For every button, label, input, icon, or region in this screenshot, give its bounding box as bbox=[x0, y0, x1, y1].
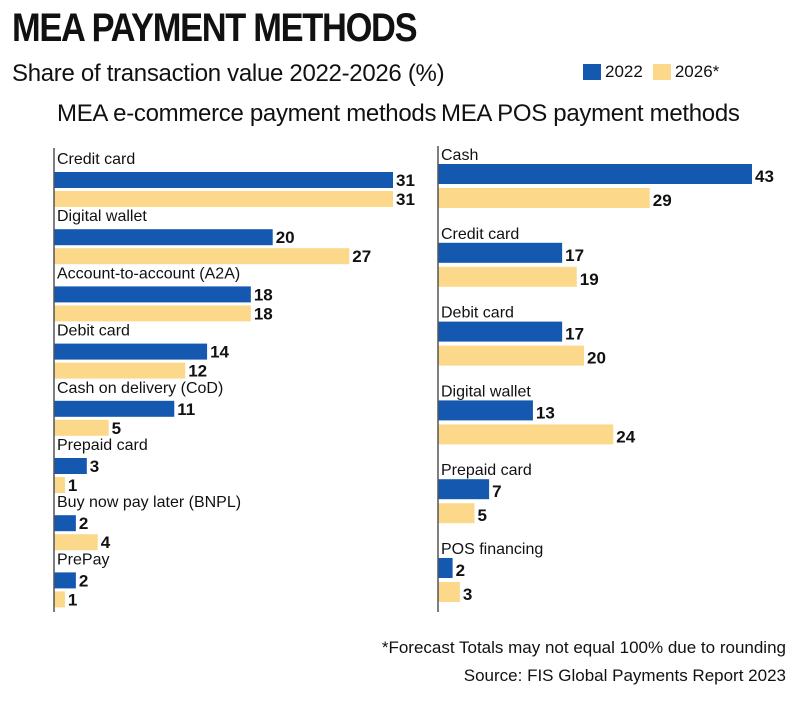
ecom-bar-prepaid-card-2022 bbox=[54, 458, 87, 474]
ecom-category-label-credit-card: Credit card bbox=[57, 151, 135, 168]
pos-bar-debit-card-2022 bbox=[438, 321, 563, 342]
pos-bar-pos-financing-2026 bbox=[438, 582, 460, 602]
pos-value-label-pos-financing-2022: 2 bbox=[456, 561, 465, 580]
pos-value-label-credit-card-2022: 17 bbox=[565, 246, 584, 265]
ecom-value-label-credit-card-2022: 31 bbox=[396, 171, 415, 190]
ecom-category-label-digital-wallet: Digital wallet bbox=[57, 208, 147, 225]
ecom-category-label-buy-now-pay-later-bnpl: Buy now pay later (BNPL) bbox=[57, 494, 241, 511]
ecom-value-label-digital-wallet-2026: 27 bbox=[352, 247, 371, 266]
pos-bar-cash-2022 bbox=[438, 164, 752, 184]
ecom-category-label-prepay: PrePay bbox=[57, 551, 109, 568]
pos-category-label-credit-card: Credit card bbox=[441, 226, 519, 243]
ecom-bar-cash-on-delivery-cod-2022 bbox=[54, 400, 175, 417]
ecom-value-label-debit-card-2026: 12 bbox=[188, 362, 207, 381]
pos-bar-debit-card-2026 bbox=[438, 345, 585, 366]
ecom-bar-prepay-2026 bbox=[54, 591, 65, 608]
ecom-value-label-account-to-account-a2a-2022: 18 bbox=[254, 285, 273, 304]
ecom-bar-credit-card-2022 bbox=[54, 172, 393, 188]
ecom-value-label-debit-card-2022: 14 bbox=[210, 343, 229, 362]
pos-value-label-pos-financing-2026: 3 bbox=[463, 585, 472, 604]
pos-bar-pos-financing-2022 bbox=[438, 558, 453, 578]
pos-bar-digital-wallet-2026 bbox=[438, 424, 614, 445]
ecom-value-label-digital-wallet-2022: 20 bbox=[276, 228, 295, 247]
pos-bar-credit-card-2022 bbox=[438, 242, 563, 263]
chart-subtitle: Share of transaction value 2022-2026 (%) bbox=[12, 60, 445, 87]
legend-label-2026: 2026* bbox=[674, 62, 720, 81]
pos-bar-cash-2026 bbox=[438, 188, 650, 208]
legend: 2022 2026* bbox=[583, 62, 729, 82]
legend-item-2026: 2026* bbox=[652, 62, 720, 82]
pos-value-label-digital-wallet-2022: 13 bbox=[536, 403, 555, 422]
ecom-bar-buy-now-pay-later-bnpl-2022 bbox=[54, 515, 76, 532]
pos-category-label-cash: Cash bbox=[441, 147, 478, 164]
ecom-value-label-prepay-2026: 1 bbox=[68, 590, 77, 609]
pos-value-label-debit-card-2022: 17 bbox=[565, 325, 584, 344]
ecom-bar-account-to-account-a2a-2026 bbox=[54, 305, 251, 322]
pos-bar-prepaid-card-2026 bbox=[438, 503, 475, 524]
ecom-value-label-credit-card-2026: 31 bbox=[396, 190, 415, 209]
pos-panel-title: MEA POS payment methods bbox=[441, 100, 740, 127]
pos-category-label-pos-financing: POS financing bbox=[441, 541, 543, 558]
ecom-bar-digital-wallet-2022 bbox=[54, 229, 273, 246]
legend-item-2022: 2022 bbox=[583, 62, 643, 82]
ecom-value-label-prepaid-card-2026: 1 bbox=[68, 476, 77, 495]
ecom-value-label-buy-now-pay-later-bnpl-2026: 4 bbox=[101, 533, 111, 552]
pos-bar-digital-wallet-2022 bbox=[438, 400, 533, 421]
pos-category-label-digital-wallet: Digital wallet bbox=[441, 383, 531, 400]
ecom-value-label-account-to-account-a2a-2026: 18 bbox=[254, 304, 273, 323]
legend-swatch-2022 bbox=[583, 64, 601, 80]
pos-bar-prepaid-card-2022 bbox=[438, 479, 490, 500]
pos-value-label-digital-wallet-2026: 24 bbox=[616, 427, 635, 446]
ecom-value-label-cash-on-delivery-cod-2022: 11 bbox=[177, 400, 195, 419]
ecom-value-label-cash-on-delivery-cod-2026: 5 bbox=[112, 419, 121, 438]
ecom-bar-digital-wallet-2026 bbox=[54, 248, 350, 265]
legend-swatch-2026 bbox=[652, 64, 671, 80]
footnote: *Forecast Totals may not equal 100% due … bbox=[381, 638, 786, 657]
chart-title: MEA PAYMENT METHODS bbox=[12, 6, 418, 50]
ecom-bar-account-to-account-a2a-2022 bbox=[54, 286, 251, 303]
ecom-bar-cash-on-delivery-cod-2026 bbox=[54, 419, 109, 436]
ecom-category-label-account-to-account-a2a: Account-to-account (A2A) bbox=[57, 265, 240, 282]
pos-category-label-prepaid-card: Prepaid card bbox=[441, 462, 532, 479]
ecom-value-label-prepaid-card-2022: 3 bbox=[90, 457, 99, 476]
ecom-category-label-prepaid-card: Prepaid card bbox=[57, 437, 148, 454]
pos-value-label-cash-2022: 43 bbox=[755, 167, 774, 186]
ecom-value-label-prepay-2022: 2 bbox=[79, 571, 88, 590]
ecom-bar-buy-now-pay-later-bnpl-2026 bbox=[54, 534, 98, 551]
ecom-bar-debit-card-2022 bbox=[54, 343, 208, 360]
ecommerce-panel-title: MEA e-commerce payment methods bbox=[57, 100, 437, 127]
pos-bar-credit-card-2026 bbox=[438, 266, 577, 287]
ecom-category-label-cash-on-delivery-cod: Cash on delivery (CoD) bbox=[57, 380, 223, 397]
source-note: Source: FIS Global Payments Report 2023 bbox=[463, 666, 786, 685]
legend-label-2022: 2022 bbox=[605, 62, 643, 81]
ecom-bar-prepaid-card-2026 bbox=[54, 477, 65, 493]
ecom-value-label-buy-now-pay-later-bnpl-2022: 2 bbox=[79, 514, 88, 533]
pos-value-label-cash-2026: 29 bbox=[653, 191, 672, 210]
ecom-bar-prepay-2022 bbox=[54, 572, 76, 589]
pos-category-label-debit-card: Debit card bbox=[441, 305, 514, 322]
pos-value-label-credit-card-2026: 19 bbox=[580, 270, 599, 289]
ecom-category-label-debit-card: Debit card bbox=[57, 323, 130, 340]
ecom-bar-debit-card-2026 bbox=[54, 362, 186, 379]
ecom-bar-credit-card-2026 bbox=[54, 191, 393, 207]
pos-value-label-debit-card-2026: 20 bbox=[587, 349, 606, 368]
pos-value-label-prepaid-card-2022: 7 bbox=[492, 482, 501, 501]
pos-value-label-prepaid-card-2026: 5 bbox=[478, 506, 487, 525]
